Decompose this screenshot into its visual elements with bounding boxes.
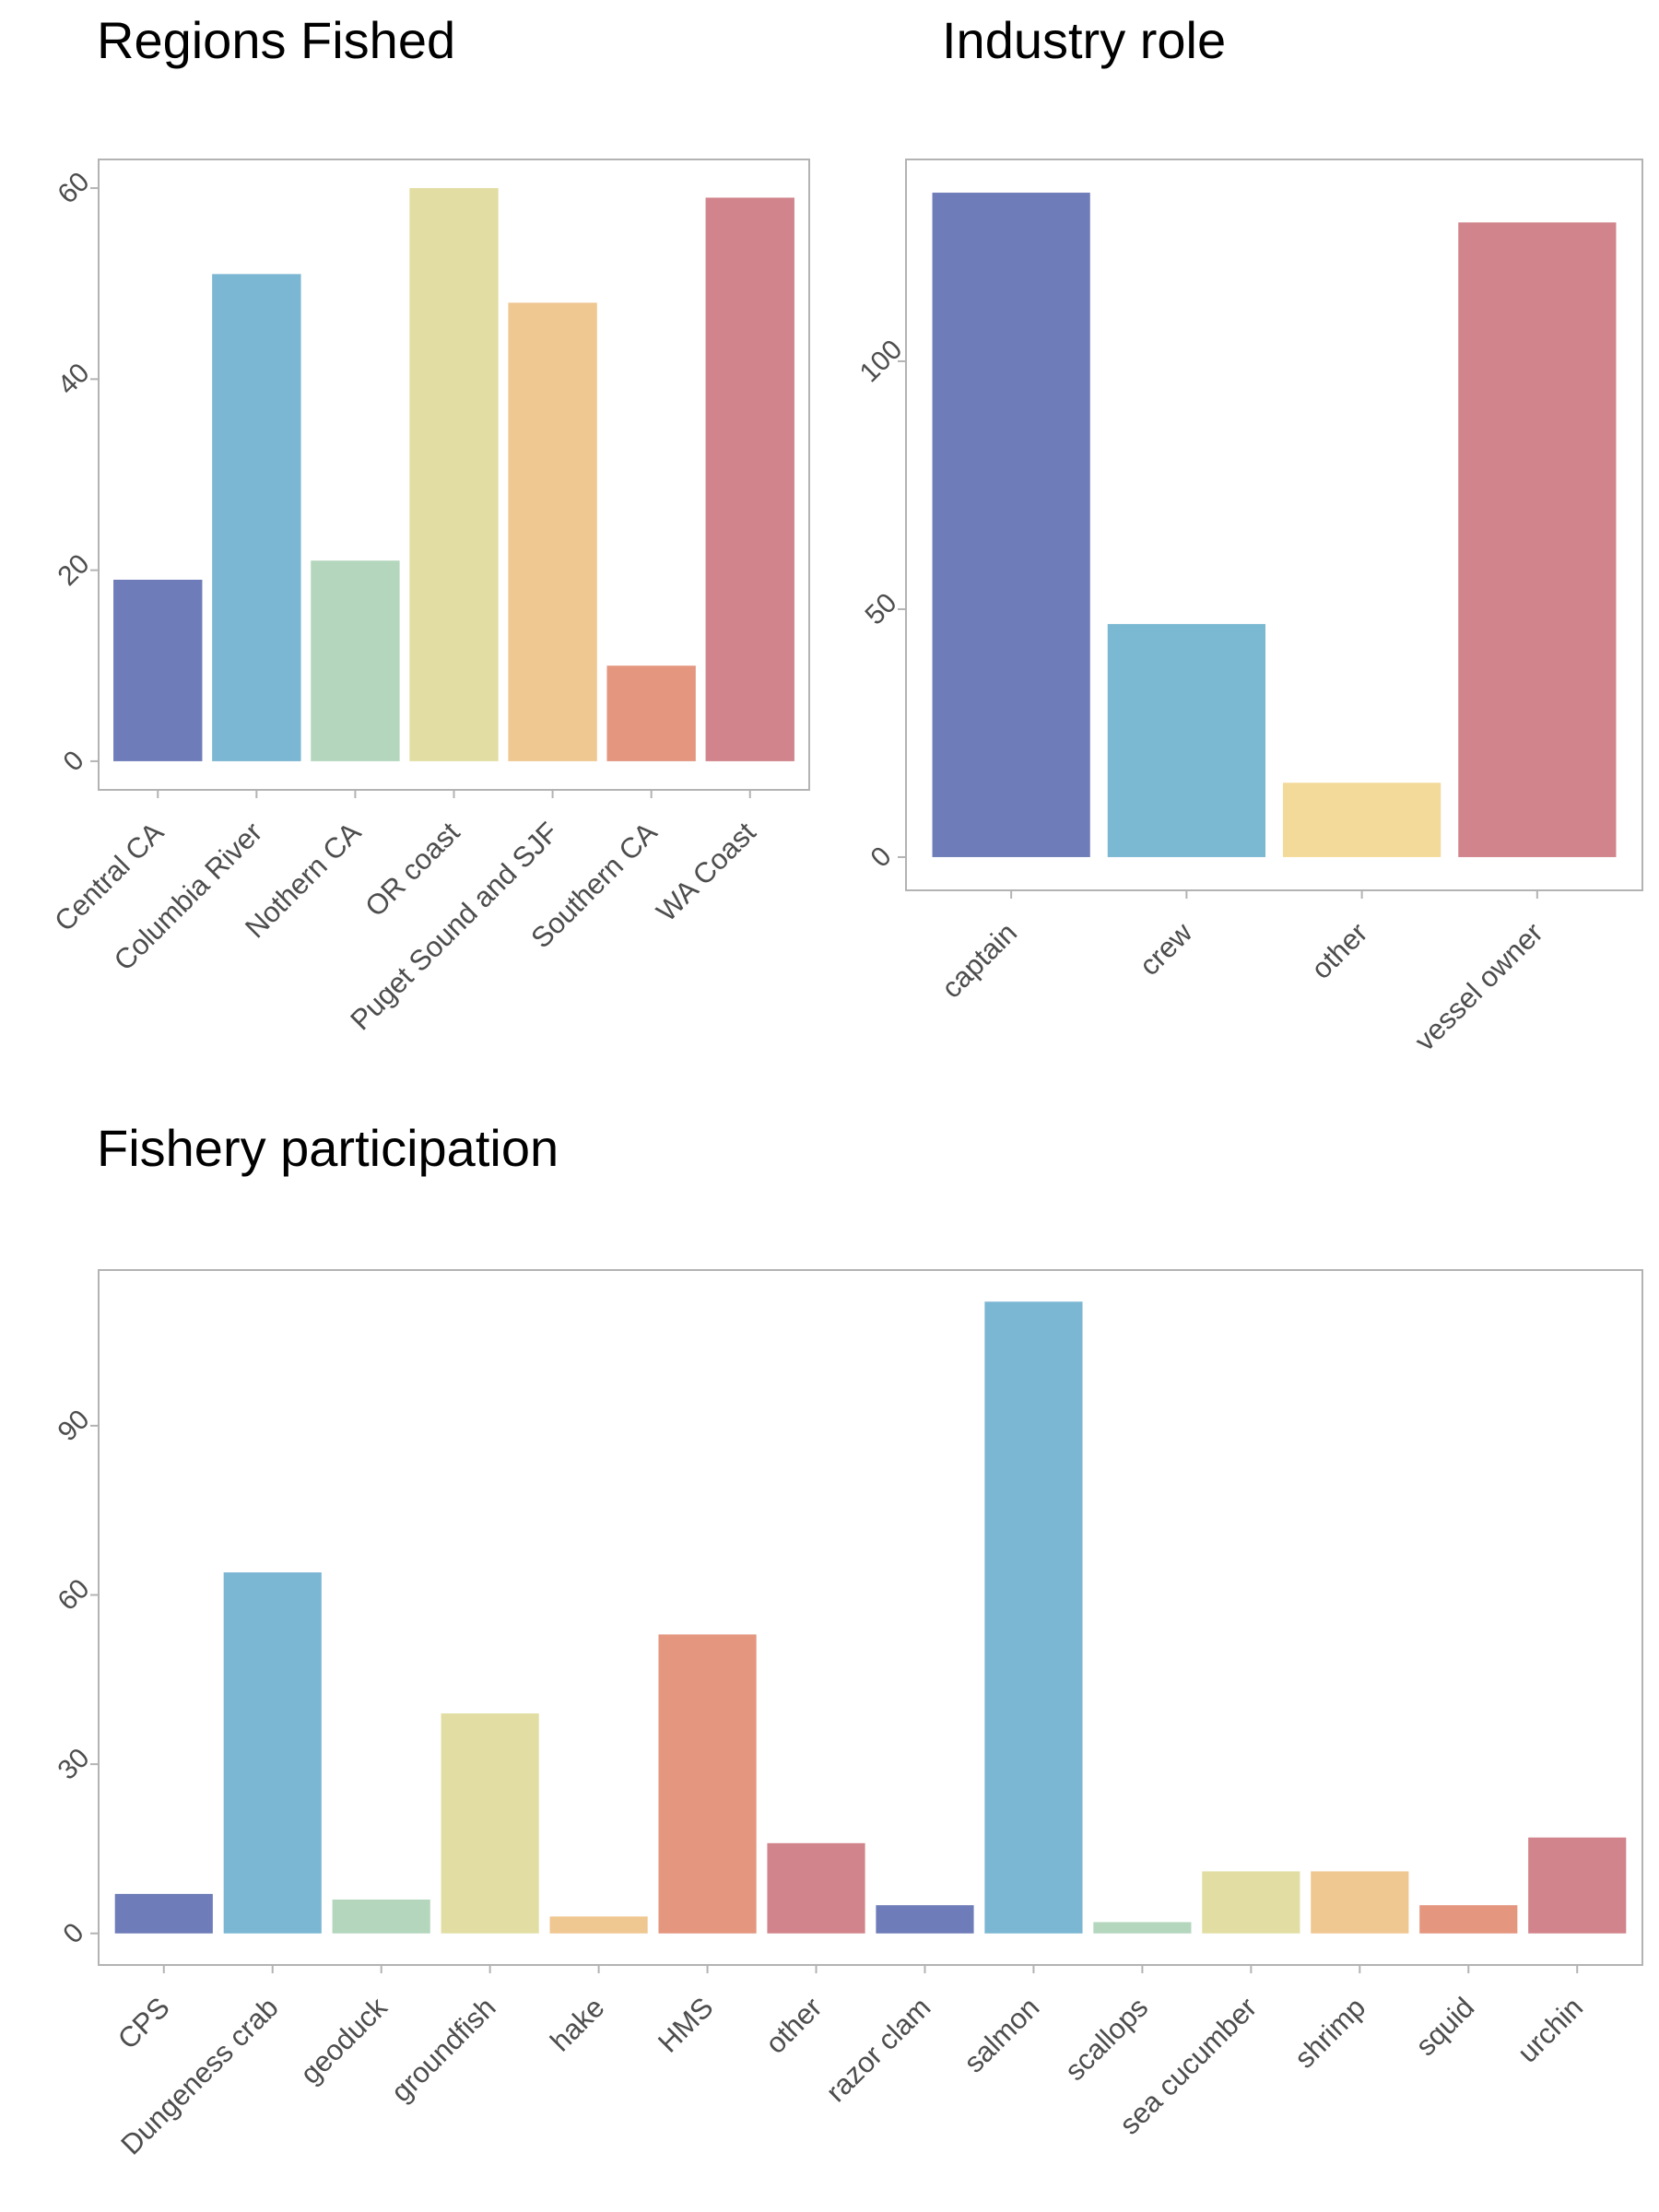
y-tick-label: 40: [53, 358, 96, 401]
x-tick-label-geoduck: geoduck: [294, 1991, 394, 2090]
industry-role-title: Industry role: [942, 11, 1226, 69]
x-tick-label-captain: captain: [935, 916, 1023, 1004]
x-tick-label-hake: hake: [544, 1991, 610, 2057]
bar-nothern-ca: [311, 560, 400, 761]
bar-other: [767, 1842, 865, 1934]
bar-dungeness-crab: [223, 1572, 322, 1934]
x-tick-label-razor-clam: razor clam: [819, 1991, 936, 2108]
bar-vessel-owner: [1458, 222, 1617, 857]
bar-captain: [932, 193, 1090, 857]
bar-other: [1283, 782, 1441, 857]
bar-cps: [114, 1893, 213, 1934]
bar-razor-clam: [876, 1905, 974, 1934]
y-tick-label: 60: [53, 167, 96, 210]
bar-scallops: [1093, 1922, 1192, 1934]
y-tick-label: 50: [860, 587, 903, 630]
y-tick-label: 30: [53, 1743, 96, 1786]
bar-geoduck: [332, 1900, 430, 1934]
y-tick-label: 0: [57, 1917, 89, 1949]
panel-border: [98, 1269, 1643, 1966]
bar-salmon: [984, 1301, 1083, 1934]
x-tick-label-salmon: salmon: [958, 1991, 1045, 2078]
bar-columbia-river: [212, 274, 301, 761]
bar-crew: [1107, 624, 1265, 857]
x-tick-label-urchin: urchin: [1512, 1991, 1589, 2068]
fishery-participation-panel: Fishery participation0306090CPSDungeness…: [53, 1119, 1643, 2161]
bar-hake: [549, 1916, 648, 1934]
x-tick-label-cps: CPS: [112, 1991, 176, 2055]
y-tick-label: 0: [865, 841, 897, 873]
industry-role-panel: Industry role 0 50 100 captain crew other vesse…: [854, 11, 1643, 1057]
x-tick-label-crew: crew: [1133, 916, 1198, 982]
x-tick-label-other: other: [1305, 916, 1374, 985]
regions-fished-title: Regions Fished: [97, 11, 455, 69]
fishery-participation-title: Fishery participation: [97, 1119, 559, 1177]
bar-wa-coast: [705, 197, 794, 761]
x-tick-label-wa-coast: WA Coast: [650, 816, 762, 928]
x-tick-label-other: other: [759, 1991, 829, 2060]
panel-border: [905, 159, 1643, 891]
bar-southern-ca: [606, 665, 696, 761]
x-tick-label-squid: squid: [1409, 1991, 1480, 2062]
bar-or-coast: [409, 188, 499, 761]
bar-central-ca: [113, 580, 203, 761]
x-tick-label-hms: HMS: [652, 1991, 719, 2058]
x-tick-label-groundfish: groundfish: [384, 1991, 501, 2108]
bar-groundfish: [441, 1713, 539, 1934]
x-tick-label-scallops: scallops: [1058, 1991, 1154, 2087]
y-tick-label: 90: [53, 1404, 96, 1447]
bar-squid: [1419, 1905, 1518, 1934]
x-tick-label-vessel-owner: vessel owner: [1408, 916, 1549, 1057]
bar-sea-cucumber: [1202, 1871, 1300, 1934]
bar-puget-sound-and-sjf: [508, 302, 597, 761]
y-tick-label: 0: [57, 745, 89, 777]
x-tick-label-shrimp: shrimp: [1288, 1991, 1372, 2075]
bar-urchin: [1528, 1837, 1627, 1934]
y-tick-label: 100: [854, 335, 909, 389]
y-tick-label: 20: [53, 548, 96, 592]
bar-shrimp: [1311, 1871, 1409, 1934]
y-tick-label: 60: [53, 1573, 96, 1617]
bar-hms: [658, 1634, 757, 1934]
